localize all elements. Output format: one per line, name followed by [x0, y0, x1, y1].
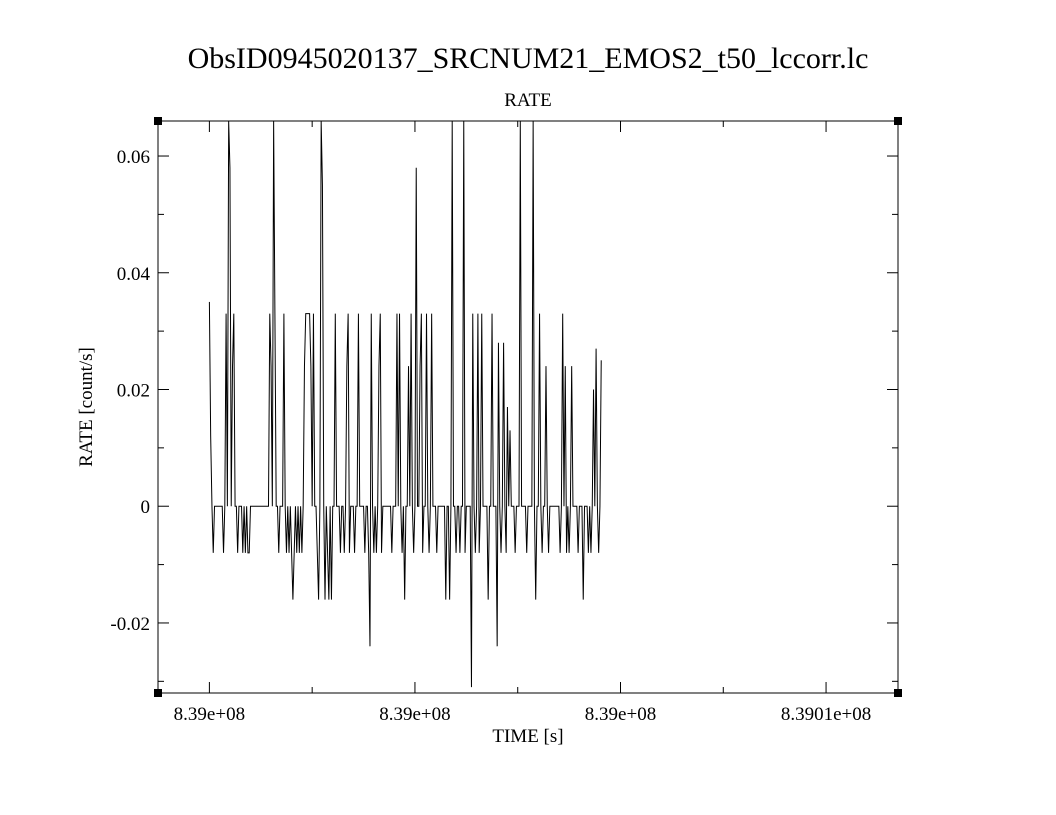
x-tick-label: 8.39e+08	[585, 704, 656, 725]
y-tick-label: 0	[141, 497, 151, 518]
plot-corner-handles	[154, 117, 902, 697]
y-tick-label: -0.02	[110, 614, 150, 635]
y-axis-label: RATE [count/s]	[76, 347, 97, 467]
chart-title: ObsID0945020137_SRCNUM21_EMOS2_t50_lccor…	[188, 42, 869, 75]
y-axis: -0.02 0 0.02 0.04 0.06	[110, 147, 898, 682]
x-axis: 8.39e+08 8.39e+08 8.39e+08 8.3901e+08	[174, 121, 871, 725]
y-tick-label: 0.02	[117, 380, 150, 401]
corner-handle-3	[894, 689, 902, 697]
corner-handle-1	[894, 117, 902, 125]
x-tick-label: 8.3901e+08	[781, 704, 871, 725]
x-tick-label: 8.39e+08	[379, 704, 450, 725]
chart-subtitle: RATE	[504, 90, 552, 111]
y-tick-label: 0.06	[117, 147, 150, 168]
x-tick-label: 8.39e+08	[174, 704, 245, 725]
corner-handle-0	[154, 117, 162, 125]
corner-handle-2	[154, 689, 162, 697]
y-tick-label: 0.04	[117, 264, 151, 285]
x-axis-label: TIME [s]	[492, 726, 563, 747]
rate-series-line	[208, 120, 602, 688]
plot-frame	[157, 120, 899, 694]
